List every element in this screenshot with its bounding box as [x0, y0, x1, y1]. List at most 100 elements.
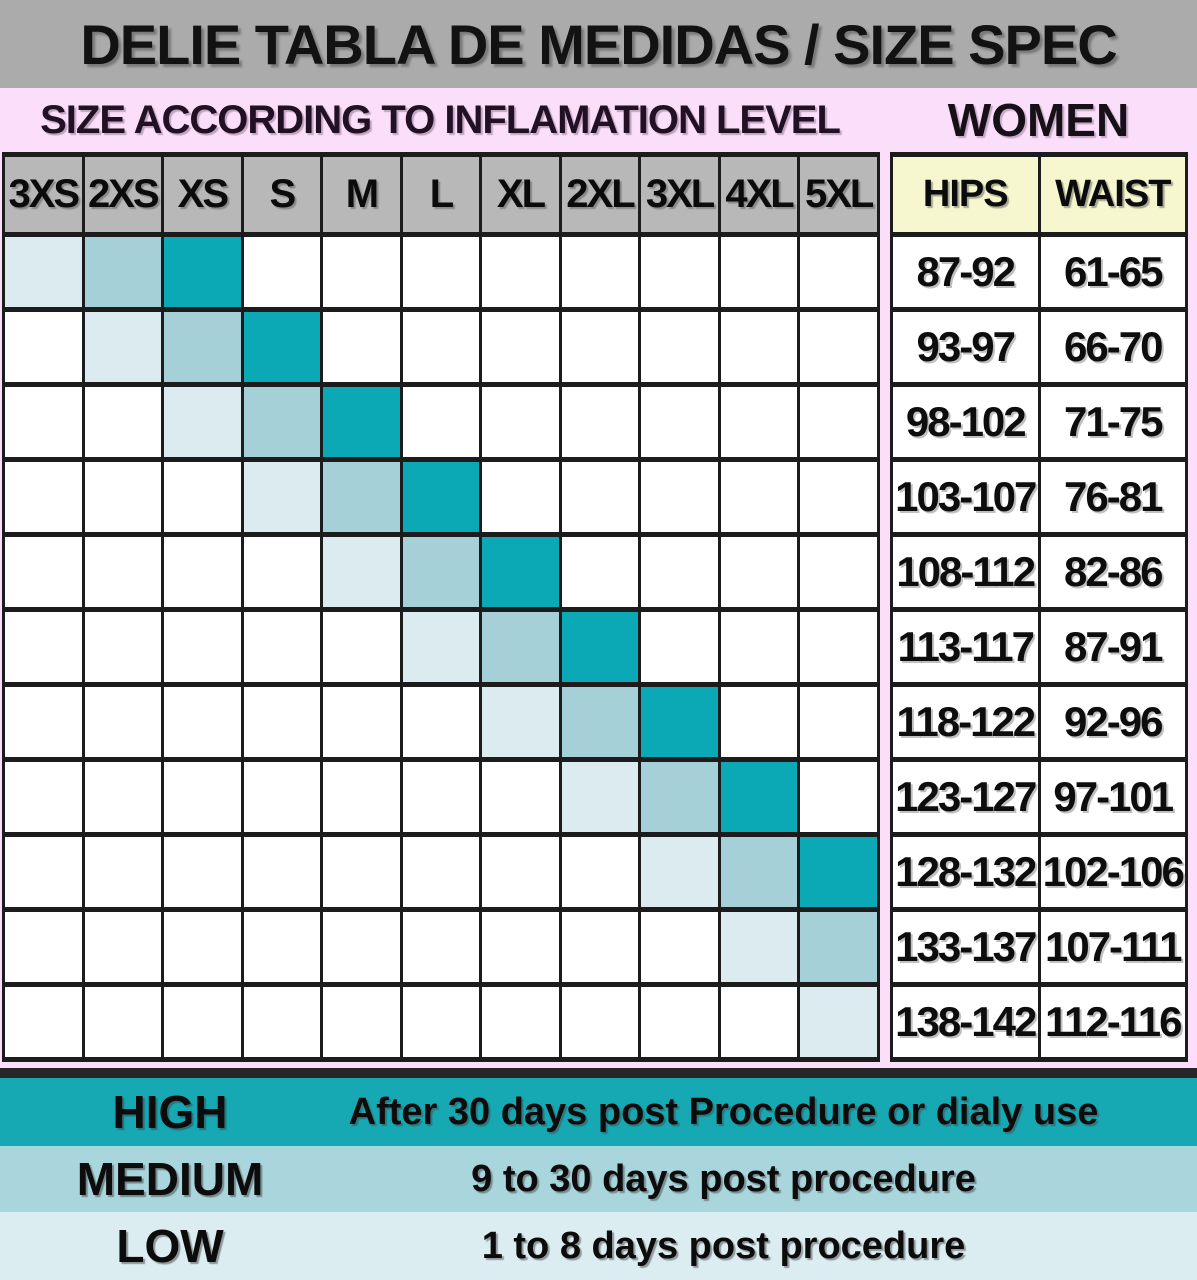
- size-grid-cell: [479, 907, 562, 987]
- size-grid-cell: [161, 907, 244, 987]
- size-grid-cell: [638, 532, 721, 612]
- size-grid-row: [2, 757, 880, 837]
- size-grid-row: [2, 607, 880, 687]
- size-grid-cell: [797, 907, 880, 987]
- size-grid-cell: [320, 457, 403, 537]
- size-grid-cell: [320, 382, 403, 462]
- measurements-header-row: HIPS WAIST: [890, 152, 1188, 237]
- size-grid-cell: [479, 232, 562, 312]
- women-measurements-table: HIPS WAIST 87-92 61-65 93-97 66-70 98-102 71-7…: [890, 152, 1188, 1062]
- size-grid-cell: [240, 532, 324, 612]
- size-grid-cell: [81, 682, 165, 762]
- size-grid-cell: [161, 232, 244, 312]
- size-grid-cell: [320, 532, 403, 612]
- size-grid-cell: [558, 532, 642, 612]
- size-column-header: XS: [161, 152, 244, 237]
- size-column-header: 3XS: [2, 152, 85, 237]
- legend-row-low: LOW 1 to 8 days post procedure: [0, 1212, 1197, 1280]
- size-grid-cell: [81, 982, 165, 1062]
- size-grid-cell: [479, 982, 562, 1062]
- size-grid-cell: [717, 907, 801, 987]
- size-grid-cell: [320, 757, 403, 837]
- inflammation-level-subtitle: SIZE ACCORDING TO INFLAMATION LEVEL: [40, 97, 841, 142]
- size-grid-cell: [558, 457, 642, 537]
- size-grid-cell: [161, 832, 244, 912]
- size-inflammation-grid: 3XS 2XS XS S M L XL 2XL 3XL 4XL 5XL: [2, 152, 880, 1062]
- size-grid-cell: [399, 832, 483, 912]
- women-label: WOMEN: [947, 94, 1130, 146]
- waist-range-cell: 92-96: [1037, 682, 1188, 762]
- size-grid-cell: [2, 457, 85, 537]
- size-grid-cell: [399, 307, 483, 387]
- hips-range-cell: 113-117: [890, 607, 1041, 687]
- waist-range-cell: 107-111: [1037, 907, 1188, 987]
- size-grid-cell: [240, 757, 324, 837]
- size-column-header: 4XL: [717, 152, 801, 237]
- size-grid-cell: [717, 382, 801, 462]
- size-grid-cell: [240, 907, 324, 987]
- size-grid-cell: [81, 907, 165, 987]
- hips-range-cell: 138-142: [890, 982, 1041, 1062]
- size-grid-cell: [717, 607, 801, 687]
- size-grid-cell: [558, 757, 642, 837]
- size-grid-cell: [161, 682, 244, 762]
- size-grid-cell: [161, 457, 244, 537]
- size-grid-header: 3XS 2XS XS S M L XL 2XL 3XL 4XL 5XL: [2, 152, 880, 237]
- size-grid-row: [2, 832, 880, 912]
- size-grid-cell: [161, 382, 244, 462]
- hips-range-cell: 118-122: [890, 682, 1041, 762]
- size-grid-cell: [479, 457, 562, 537]
- size-grid-cell: [2, 757, 85, 837]
- waist-range-cell: 87-91: [1037, 607, 1188, 687]
- size-grid-cell: [479, 382, 562, 462]
- size-grid-cell: [81, 307, 165, 387]
- size-grid-cell: [161, 532, 244, 612]
- waist-range-cell: 66-70: [1037, 307, 1188, 387]
- size-grid-cell: [240, 607, 324, 687]
- size-grid-cell: [797, 232, 880, 312]
- size-grid-cell: [638, 907, 721, 987]
- hips-range-cell: 103-107: [890, 457, 1041, 537]
- size-grid-cell: [717, 982, 801, 1062]
- size-grid-cell: [558, 982, 642, 1062]
- size-grid-cell: [558, 382, 642, 462]
- measure-row: 138-142 112-116: [890, 982, 1188, 1062]
- size-grid-cell: [717, 457, 801, 537]
- size-grid-cell: [797, 457, 880, 537]
- size-grid-cell: [399, 682, 483, 762]
- size-grid-cell: [399, 382, 483, 462]
- size-grid-cell: [797, 682, 880, 762]
- size-grid-cell: [797, 307, 880, 387]
- legend-level-label: MEDIUM: [76, 1153, 264, 1205]
- size-grid-header-row: 3XS 2XS XS S M L XL 2XL 3XL 4XL 5XL: [2, 152, 880, 237]
- legend-row-high: HIGH After 30 days post Procedure or dial…: [0, 1078, 1197, 1146]
- size-grid-cell: [2, 982, 85, 1062]
- size-grid-cell: [81, 832, 165, 912]
- size-grid-cell: [717, 682, 801, 762]
- measure-column-header: HIPS: [890, 152, 1041, 237]
- size-grid-cell: [558, 907, 642, 987]
- size-grid-cell: [479, 607, 562, 687]
- legend-top-strip: [0, 1068, 1197, 1078]
- size-grid-cell: [797, 532, 880, 612]
- size-grid-cell: [558, 832, 642, 912]
- size-grid-cell: [638, 307, 721, 387]
- size-grid-cell: [2, 232, 85, 312]
- size-grid-cell: [717, 532, 801, 612]
- size-grid-cell: [240, 307, 324, 387]
- waist-range-cell: 102-106: [1037, 832, 1188, 912]
- legend-level-label: HIGH: [112, 1086, 228, 1138]
- measure-column-header: WAIST: [1037, 152, 1188, 237]
- size-grid-row: [2, 532, 880, 612]
- size-grid-cell: [479, 682, 562, 762]
- size-grid-cell: [2, 832, 85, 912]
- size-grid-cell: [320, 682, 403, 762]
- size-grid-cell: [638, 832, 721, 912]
- size-grid-cell: [2, 532, 85, 612]
- size-grid-cell: [558, 307, 642, 387]
- size-grid-cell: [638, 457, 721, 537]
- size-grid-cell: [240, 457, 324, 537]
- size-column-header: 3XL: [638, 152, 721, 237]
- size-grid-cell: [479, 532, 562, 612]
- hips-range-cell: 108-112: [890, 532, 1041, 612]
